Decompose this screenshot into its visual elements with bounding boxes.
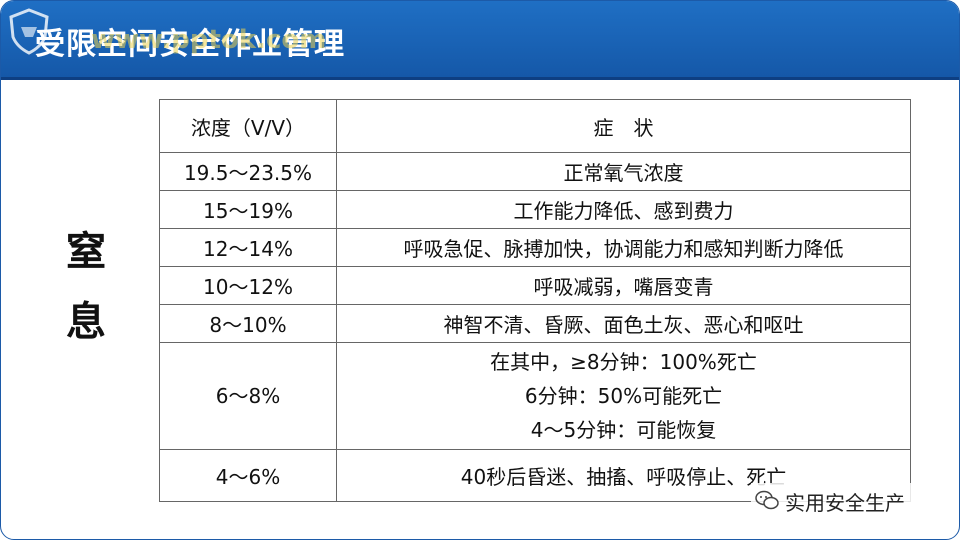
wechat-watermark-text: 实用安全生产: [785, 491, 905, 515]
concentration-cell: 12～14%: [159, 228, 337, 267]
symptoms-cell: 神智不清、昏厥、面色土灰、恶心和呕吐: [336, 304, 911, 343]
symptoms-cell: 工作能力降低、感到费力: [336, 190, 911, 229]
table-header-row: 浓度（V/V） 症 状: [159, 99, 911, 153]
concentration-cell: 6～8%: [159, 342, 337, 450]
table-row: 12～14% 呼吸急促、脉搏加快，协调能力和感知判断力降低: [159, 228, 911, 267]
wechat-watermark: 实用安全生产: [751, 483, 951, 519]
concentration-cell: 4～6%: [159, 449, 337, 502]
side-label-char-2: 息: [66, 299, 106, 345]
header-bar: 受限空间安全作业管理 www.pptok.com: [1, 1, 959, 80]
symptoms-cell: 呼吸急促、脉搏加快，协调能力和感知判断力降低: [336, 228, 911, 267]
symptoms-cell: 40秒后昏迷、抽搐、呼吸停止、死亡: [336, 449, 911, 502]
table-row: 4～6% 40秒后昏迷、抽搐、呼吸停止、死亡: [159, 449, 911, 502]
symptom-line: 4～5分钟：可能恢复: [530, 418, 717, 442]
symptom-line: 6分钟：50%可能死亡: [524, 384, 723, 408]
side-label-char-1: 窒: [66, 229, 106, 275]
watermark-url: www.pptok.com: [91, 25, 327, 55]
oxygen-concentration-table: 浓度（V/V） 症 状 19.5～23.5% 正常氧气浓度 15～19% 工作能…: [159, 99, 911, 502]
shield-logo-icon: [9, 8, 49, 55]
wechat-icon: [755, 490, 779, 510]
table-row: 10～12% 呼吸减弱，嘴唇变青: [159, 266, 911, 305]
table-row: 15～19% 工作能力降低、感到费力: [159, 190, 911, 229]
table-row: 8～10% 神智不清、昏厥、面色土灰、恶心和呕吐: [159, 304, 911, 343]
side-label: 窒 息: [61, 217, 111, 357]
concentration-cell: 10～12%: [159, 266, 337, 305]
table-row: 6～8% 在其中，≥8分钟：100%死亡 6分钟：50%可能死亡 4～5分钟：可…: [159, 342, 911, 450]
concentration-cell: 19.5～23.5%: [159, 152, 337, 191]
column-header-concentration: 浓度（V/V）: [159, 99, 337, 153]
symptom-line: 在其中，≥8分钟：100%死亡: [490, 350, 757, 374]
concentration-cell: 15～19%: [159, 190, 337, 229]
symptoms-cell: 正常氧气浓度: [336, 152, 911, 191]
concentration-cell: 8～10%: [159, 304, 337, 343]
symptoms-cell: 在其中，≥8分钟：100%死亡 6分钟：50%可能死亡 4～5分钟：可能恢复: [336, 342, 911, 450]
table-row: 19.5～23.5% 正常氧气浓度: [159, 152, 911, 191]
symptoms-cell: 呼吸减弱，嘴唇变青: [336, 266, 911, 305]
column-header-symptoms: 症 状: [336, 99, 911, 153]
page-title: 受限空间安全作业管理: [35, 27, 345, 62]
